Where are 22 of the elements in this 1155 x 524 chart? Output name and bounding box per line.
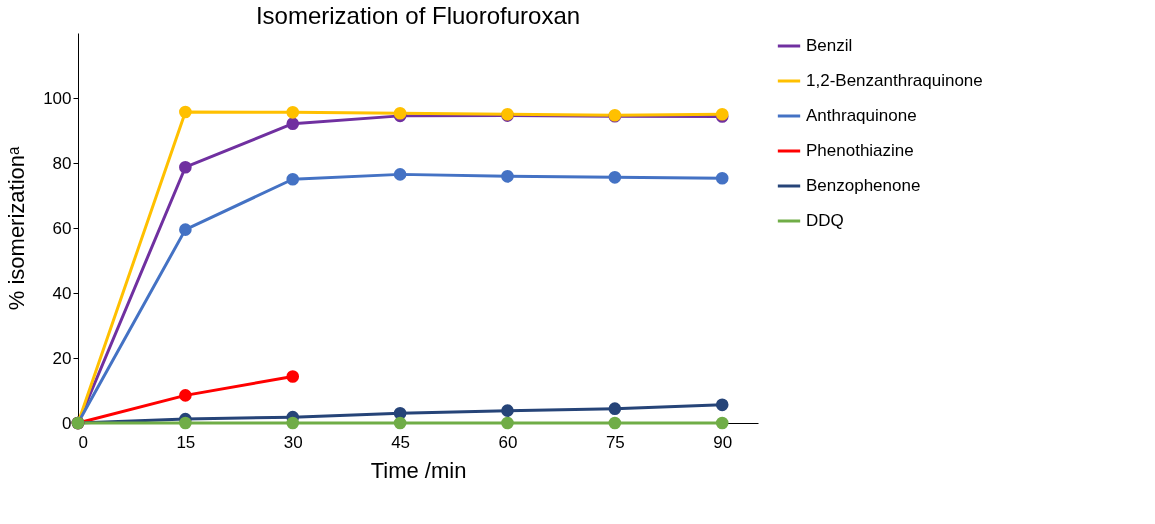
legend-label: DDQ [806,211,844,230]
x-tick-label: 60 [498,432,518,452]
legend-label: Benzil [806,36,853,55]
x-tick-label: 90 [713,432,733,452]
x-tick-label: 45 [391,432,411,452]
y-tick-label: 60 [52,218,72,238]
y-tick-label: 20 [52,348,72,368]
chart-title: Isomerization of Fluorofuroxan [255,2,581,29]
y-tick-label: 40 [52,283,72,303]
legend-label: Phenothiazine [806,141,914,160]
x-axis-title: Time /min [370,457,467,483]
x-tick-label: 30 [283,432,303,452]
x-tick-label: 75 [605,432,625,452]
legend-label: Benzophenone [806,176,921,195]
y-tick-label: 0 [62,413,72,433]
y-axis-title: % isomerizationᵃ [4,145,30,311]
legend-label: Anthraquinone [806,106,917,125]
legend-label: 1,2-Benzanthraquinone [806,71,983,90]
y-tick-label: 80 [52,153,72,173]
y-tick-label: 100 [43,88,72,108]
x-tick-label: 15 [176,432,196,452]
x-tick-label: 0 [78,432,88,452]
